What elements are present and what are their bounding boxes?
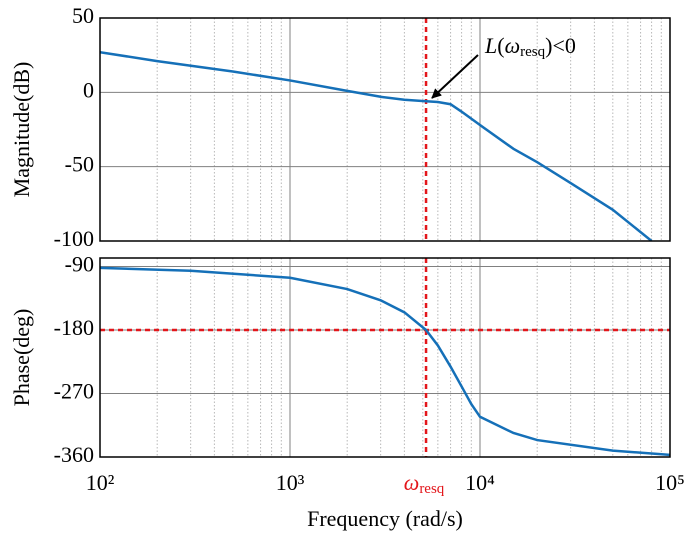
annotation-part: resq xyxy=(520,44,545,60)
y-tick-label: -100 xyxy=(54,226,94,251)
y-tick-label: -90 xyxy=(65,252,94,277)
frame xyxy=(99,17,671,242)
reference-label-part: resq xyxy=(419,481,444,497)
x-tick-label: 10³ xyxy=(276,470,305,495)
annotation-part: L xyxy=(484,33,497,58)
x-tick-label: 10⁴ xyxy=(465,470,495,495)
plot-area xyxy=(100,18,670,241)
annotation-part: )<0 xyxy=(545,33,576,58)
reference-label-part: ω xyxy=(404,470,420,495)
y-tick-label: -270 xyxy=(54,379,94,404)
y-tick-label: -50 xyxy=(65,152,94,177)
annotation-arrow xyxy=(431,54,479,99)
frame xyxy=(99,257,671,458)
annotation-part: ω xyxy=(505,33,521,58)
x-tick-label: 10² xyxy=(86,470,115,495)
annotation: L(ωresq)<0 xyxy=(484,33,576,60)
curve xyxy=(100,266,670,457)
y-tick-label: 0 xyxy=(83,77,94,102)
plot-area xyxy=(100,258,670,457)
x-tick-label: 10⁵ xyxy=(655,470,685,495)
annotation-part: ( xyxy=(497,33,504,58)
y-axis-label: Magnitude(dB) xyxy=(9,62,34,198)
x-axis-label: Frequency (rad/s) xyxy=(307,506,463,531)
reference-label: ωresq xyxy=(404,470,445,497)
y-tick-label: 50 xyxy=(72,3,94,28)
y-tick-label: -360 xyxy=(54,442,94,467)
y-tick-label: -180 xyxy=(54,315,94,340)
y-axis-label: Phase(deg) xyxy=(9,309,34,407)
curve xyxy=(100,50,653,241)
